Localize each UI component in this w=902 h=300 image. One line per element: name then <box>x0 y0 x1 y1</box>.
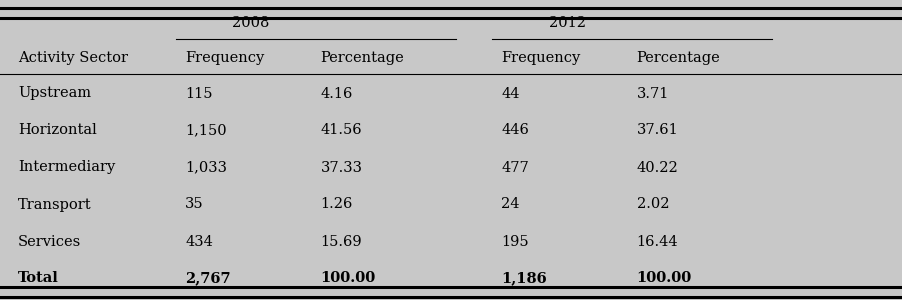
Text: Transport: Transport <box>18 197 92 212</box>
Text: 115: 115 <box>185 86 212 100</box>
Text: Frequency: Frequency <box>185 51 264 65</box>
Text: 2,767: 2,767 <box>185 272 231 286</box>
Text: 37.33: 37.33 <box>320 160 363 175</box>
Text: 41.56: 41.56 <box>320 124 362 137</box>
Text: Percentage: Percentage <box>320 51 404 65</box>
Text: 24: 24 <box>501 197 519 212</box>
Text: 434: 434 <box>185 235 213 248</box>
Text: Upstream: Upstream <box>18 86 91 100</box>
Text: 195: 195 <box>501 235 529 248</box>
Text: Activity Sector: Activity Sector <box>18 51 128 65</box>
Text: Percentage: Percentage <box>636 51 720 65</box>
Text: Frequency: Frequency <box>501 51 580 65</box>
Text: 2.02: 2.02 <box>636 197 668 212</box>
Text: 1.26: 1.26 <box>320 197 353 212</box>
Text: 40.22: 40.22 <box>636 160 677 175</box>
Text: Services: Services <box>18 235 81 248</box>
Text: 15.69: 15.69 <box>320 235 362 248</box>
Text: 1,033: 1,033 <box>185 160 227 175</box>
Text: 1,150: 1,150 <box>185 124 226 137</box>
Text: 1,186: 1,186 <box>501 272 547 286</box>
Text: 100.00: 100.00 <box>320 272 375 286</box>
Text: 35: 35 <box>185 197 204 212</box>
Text: Intermediary: Intermediary <box>18 160 115 175</box>
Text: 2012: 2012 <box>548 16 584 30</box>
Text: 37.61: 37.61 <box>636 124 677 137</box>
Text: 100.00: 100.00 <box>636 272 691 286</box>
Text: 2008: 2008 <box>232 16 270 30</box>
Text: Horizontal: Horizontal <box>18 124 97 137</box>
Text: 477: 477 <box>501 160 529 175</box>
Text: 4.16: 4.16 <box>320 86 353 100</box>
Text: 3.71: 3.71 <box>636 86 668 100</box>
Text: Total: Total <box>18 272 59 286</box>
Text: 44: 44 <box>501 86 519 100</box>
Text: 16.44: 16.44 <box>636 235 677 248</box>
Text: 446: 446 <box>501 124 529 137</box>
